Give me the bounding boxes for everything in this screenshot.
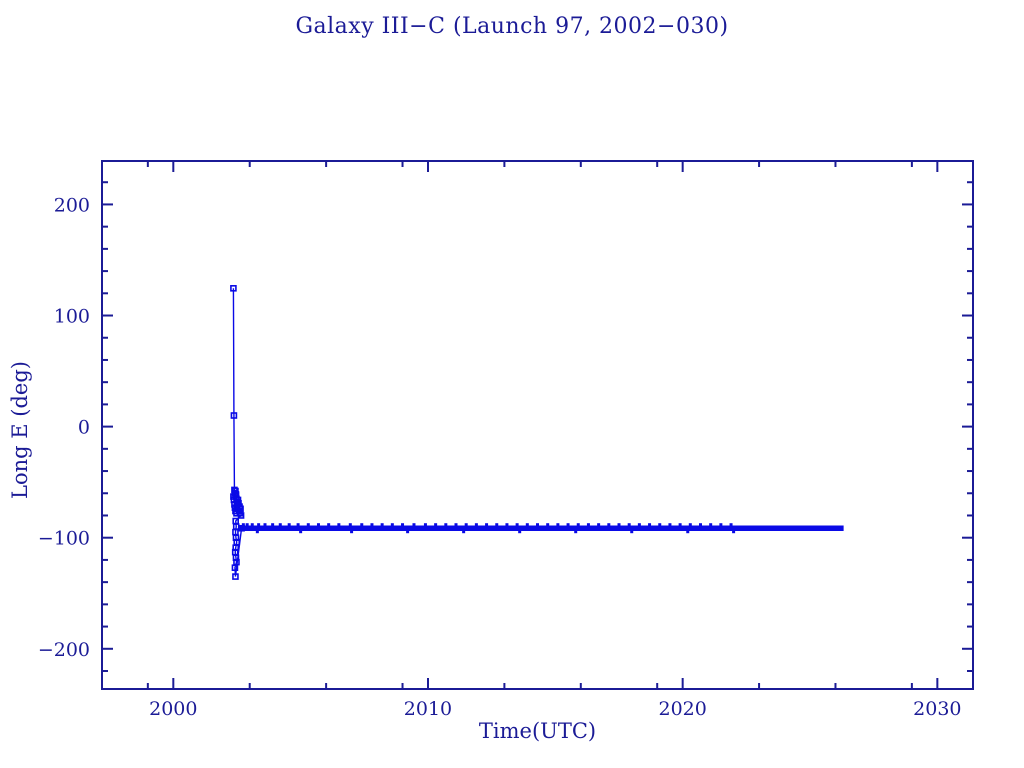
y-tick-label: −100 — [38, 528, 90, 550]
data-series — [230, 285, 844, 580]
plot-frame — [101, 160, 974, 690]
y-tick-label: −200 — [38, 639, 90, 661]
y-tick-label: 100 — [54, 306, 90, 328]
x-axis-label: Time(UTC) — [478, 719, 597, 743]
y-tick-label: 200 — [54, 194, 90, 216]
x-tick-label: 2010 — [404, 698, 452, 720]
chart-title: Galaxy III−C (Launch 97, 2002−030) — [295, 14, 729, 39]
y-tick-label: 0 — [78, 417, 90, 439]
x-tick-label: 2030 — [913, 698, 961, 720]
y-axis-ticks — [102, 181, 973, 673]
x-axis-ticks — [146, 161, 939, 689]
y-tick-labels: 200 100 0 −100 −200 — [38, 194, 90, 660]
x-tick-labels: 2000 2010 2020 2030 — [149, 698, 961, 720]
x-tick-label: 2020 — [658, 698, 706, 720]
x-tick-label: 2000 — [149, 698, 197, 720]
